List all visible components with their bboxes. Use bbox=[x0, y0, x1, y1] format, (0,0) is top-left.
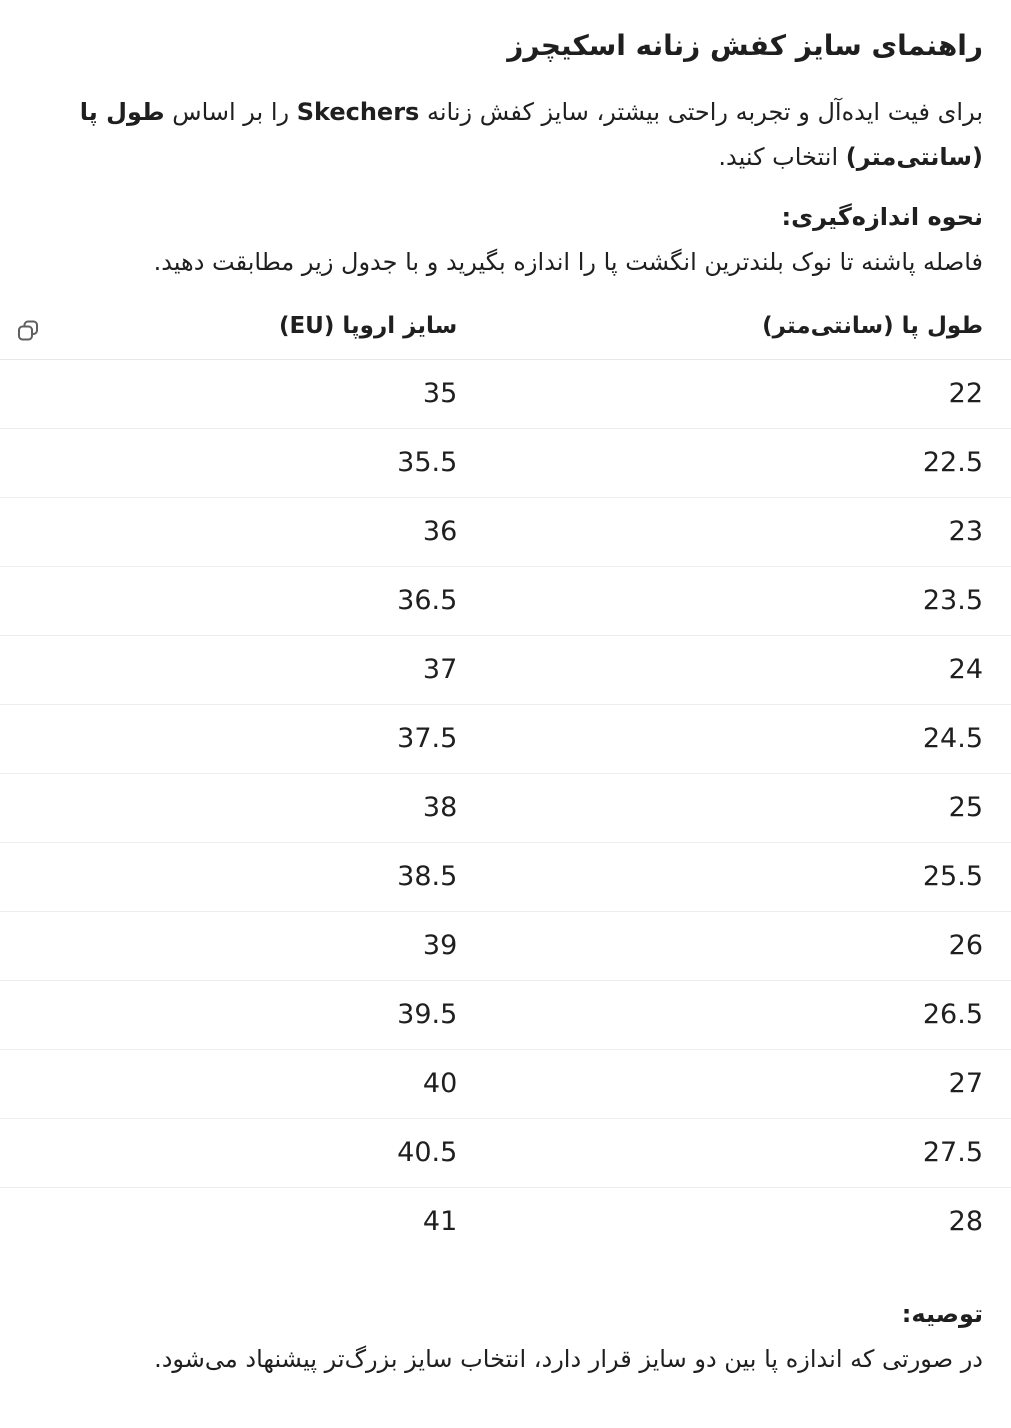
table-cell: 37.5 bbox=[0, 704, 486, 774]
table-row: 23.5 36.5 bbox=[0, 566, 1011, 636]
table-row: 27.5 40.5 bbox=[0, 1118, 1011, 1188]
table-row: 25 38 bbox=[0, 773, 1011, 843]
column-header-foot-length: طول پا (سانتی‌متر) bbox=[485, 300, 1011, 360]
recommendation-text: در صورتی که اندازه پا بین دو سایز قرار د… bbox=[154, 1345, 983, 1373]
table-row: 25.5 38.5 bbox=[0, 842, 1011, 912]
table-cell: 26 bbox=[485, 911, 1011, 981]
table-cell: 37 bbox=[0, 635, 486, 705]
table-row: 27 40 bbox=[0, 1049, 1011, 1119]
copy-icon bbox=[18, 320, 38, 341]
table-cell: 26.5 bbox=[485, 980, 1011, 1050]
copy-table-button[interactable] bbox=[12, 314, 44, 346]
recommendation-heading: توصیه: bbox=[901, 1300, 983, 1328]
table-row: 28 41 bbox=[0, 1188, 1011, 1257]
table-cell: 25 bbox=[485, 773, 1011, 843]
table-cell: 40 bbox=[0, 1049, 486, 1119]
table-cell: 36 bbox=[0, 497, 486, 567]
table-row: 26.5 39.5 bbox=[0, 980, 1011, 1050]
table-header-row: طول پا (سانتی‌متر) سایز اروپا (EU) bbox=[0, 300, 1011, 360]
intro-text-start: برای فیت ایده‌آل و تجربه راحتی بیشتر، سا… bbox=[426, 98, 983, 126]
table-row: 26 39 bbox=[0, 911, 1011, 981]
page-title: راهنمای سایز کفش زنانه اسکیچرز bbox=[507, 29, 983, 62]
table-body: 22 35 22.5 35.5 23 36 23.5 36.5 24 37 24.5 37.5 25 38… bbox=[0, 359, 1011, 1257]
table-cell: 38.5 bbox=[0, 842, 486, 912]
table-cell: 22.5 bbox=[485, 428, 1011, 498]
column-header-eu-size: سایز اروپا (EU) bbox=[0, 300, 486, 360]
table-cell: 35 bbox=[0, 359, 486, 429]
table-row: 22.5 35.5 bbox=[0, 428, 1011, 498]
intro-text-end: انتخاب کنید. bbox=[718, 143, 839, 171]
table-cell: 25.5 bbox=[485, 842, 1011, 912]
table-cell: 41 bbox=[422, 1206, 458, 1237]
size-guide-page: راهنمای سایز کفش زنانه اسکیچرز برای فیت … bbox=[0, 26, 1011, 1382]
table-cell: 27.5 bbox=[485, 1118, 1011, 1188]
measurement-text: فاصله پاشنه تا نوک بلندترین انگشت پا را … bbox=[153, 248, 983, 276]
measurement-heading: نحوه اندازه‌گیری: bbox=[781, 203, 983, 231]
table-cell: 23.5 bbox=[485, 566, 1011, 636]
table-cell: 39.5 bbox=[0, 980, 486, 1050]
table-cell: 35.5 bbox=[0, 428, 486, 498]
brand-name: Skechers bbox=[296, 98, 420, 126]
table-cell: 22 bbox=[485, 359, 1011, 429]
size-table: طول پا (سانتی‌متر) سایز اروپا (EU) 22 35 2… bbox=[0, 300, 1011, 1256]
table-cell: 27 bbox=[485, 1049, 1011, 1119]
table-row: 24 37 bbox=[0, 635, 1011, 705]
intro-paragraph: برای فیت ایده‌آل و تجربه راحتی بیشتر، سا… bbox=[28, 90, 983, 180]
table-cell: 36.5 bbox=[0, 566, 486, 636]
table-cell: 24.5 bbox=[485, 704, 1011, 774]
table-cell: 38 bbox=[0, 773, 486, 843]
table-row: 23 36 bbox=[0, 497, 1011, 567]
table-cell: 24 bbox=[485, 635, 1011, 705]
table-cell: 39 bbox=[0, 911, 486, 981]
table-cell: 40.5 bbox=[0, 1118, 486, 1188]
table-row: 24.5 37.5 bbox=[0, 704, 1011, 774]
intro-text-middle: را بر اساس bbox=[172, 98, 290, 126]
size-table-container: طول پا (سانتی‌متر) سایز اروپا (EU) 22 35 2… bbox=[0, 300, 1011, 1256]
table-cell: 23 bbox=[485, 497, 1011, 567]
foot-length-emphasis: طول پا (سانتی‌متر) bbox=[79, 98, 983, 171]
table-row: 22 35 bbox=[0, 359, 1011, 429]
table-cell: 28 bbox=[948, 1206, 983, 1237]
